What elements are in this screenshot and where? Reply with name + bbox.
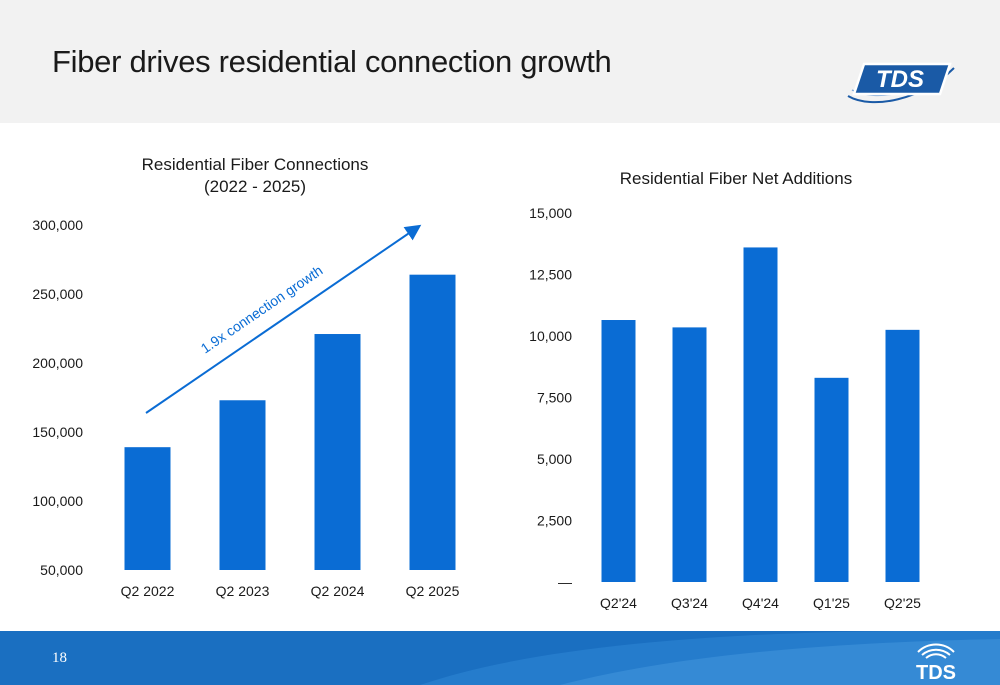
page-number: 18 — [52, 650, 67, 666]
connections-x-tick-label: Q2 2023 — [216, 583, 270, 599]
connections-bar — [409, 274, 456, 570]
net-additions-y-tick-label: 7,500 — [537, 390, 572, 406]
net-additions-y-tick-label: 15,000 — [529, 205, 572, 221]
connections-bar — [314, 334, 361, 570]
net-additions-x-tick-label: Q1'25 — [813, 595, 850, 610]
tds-logo: TDS — [847, 62, 955, 104]
net-additions-x-tick-label: Q2'24 — [600, 595, 637, 610]
connections-subtitle: (2022 - 2025) — [204, 177, 306, 196]
growth-annotation: 1.9x connection growth — [198, 262, 326, 356]
net-additions-y-tick-label: 10,000 — [529, 328, 572, 344]
growth-arrow — [145, 224, 422, 414]
net-additions-y-tick-label: 2,500 — [537, 513, 572, 529]
connections-y-tick-label: 250,000 — [32, 286, 83, 302]
connections-bar — [124, 447, 171, 570]
net-additions-bar — [672, 327, 707, 582]
tds-footer-logo-text: TDS — [916, 662, 956, 682]
connections-y-tick-label: 300,000 — [32, 217, 83, 233]
header-band — [0, 0, 1000, 123]
connections-y-tick-label: 50,000 — [40, 562, 83, 578]
footer-band — [0, 631, 1000, 685]
net-additions-x-tick-label: Q2'25 — [884, 595, 921, 610]
connections-chart: Residential Fiber Connections (2022 - 202… — [32, 155, 460, 599]
connections-y-tick-label: 100,000 — [32, 493, 83, 509]
net-additions-x-tick-label: Q3'24 — [671, 595, 708, 610]
net-additions-bar — [601, 320, 636, 582]
tds-footer-logo: TDS — [916, 643, 956, 682]
connections-title: Residential Fiber Connections — [142, 155, 369, 174]
connections-y-tick-label: 200,000 — [32, 355, 83, 371]
net-additions-x-tick-label: Q4'24 — [742, 595, 779, 610]
net-additions-y-tick-label: 5,000 — [537, 451, 572, 467]
net-additions-bar — [885, 329, 920, 582]
net-additions-bar — [743, 247, 778, 582]
net-additions-title: Residential Fiber Net Additions — [620, 169, 852, 188]
connections-x-tick-label: Q2 2025 — [406, 583, 460, 599]
connections-x-tick-label: Q2 2022 — [121, 583, 175, 599]
net-additions-y-tick-label: — — [558, 574, 572, 590]
tds-logo-text: TDS — [876, 66, 924, 93]
net-additions-chart: Residential Fiber Net Additions — 2,500 5,0… — [529, 169, 921, 610]
net-additions-y-tick-label: 12,500 — [529, 267, 572, 283]
slide-title: Fiber drives residential connection grow… — [52, 44, 612, 79]
connections-x-tick-label: Q2 2024 — [311, 583, 365, 599]
connections-bar — [219, 400, 266, 570]
net-additions-bar — [814, 377, 849, 582]
connections-y-tick-label: 150,000 — [32, 424, 83, 440]
